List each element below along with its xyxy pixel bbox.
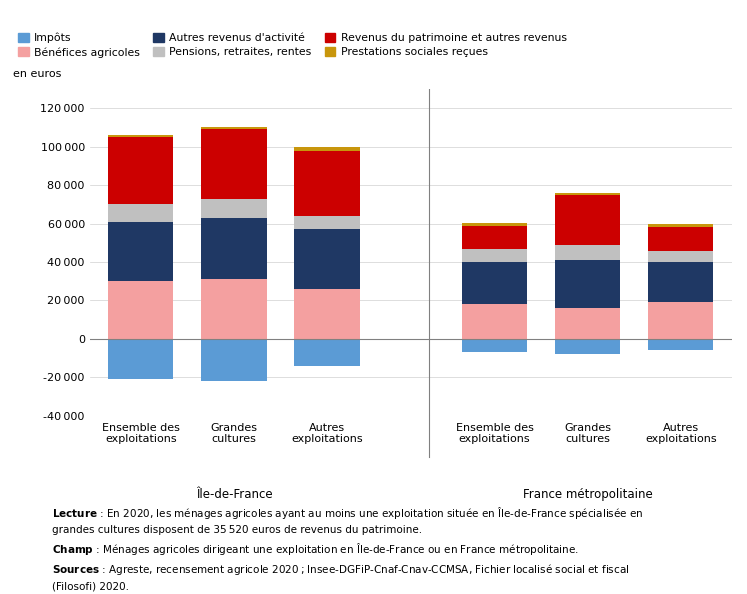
Bar: [202, 279, 267, 339]
Text: en euros: en euros: [13, 69, 61, 79]
Bar: [555, 193, 620, 195]
Bar: [294, 151, 359, 216]
Bar: [108, 339, 173, 380]
Bar: [462, 339, 527, 352]
Bar: [648, 302, 713, 339]
Bar: [462, 223, 527, 226]
Text: France métropolitaine: France métropolitaine: [523, 488, 653, 501]
Bar: [555, 245, 620, 260]
Bar: [648, 262, 713, 302]
Bar: [108, 137, 173, 204]
Bar: [462, 249, 527, 262]
Bar: [555, 308, 620, 339]
Bar: [648, 339, 713, 350]
Text: Île-de-France: Île-de-France: [196, 488, 272, 501]
Bar: [462, 262, 527, 304]
Bar: [648, 228, 713, 251]
Bar: [108, 204, 173, 222]
Bar: [294, 229, 359, 289]
Bar: [202, 127, 267, 129]
Bar: [462, 304, 527, 339]
Bar: [108, 135, 173, 137]
Bar: [108, 222, 173, 282]
Legend: Impôts, Bénéfices agricoles, Autres revenus d'activité, Pensions, retraites, ren: Impôts, Bénéfices agricoles, Autres reve…: [18, 33, 567, 58]
Bar: [555, 260, 620, 308]
Bar: [648, 251, 713, 262]
Bar: [294, 216, 359, 229]
Bar: [202, 218, 267, 279]
Bar: [202, 198, 267, 218]
Text: $\bf{Lecture}$ : En 2020, les ménages agricoles ayant au moins une exploitation : $\bf{Lecture}$ : En 2020, les ménages ag…: [52, 504, 644, 591]
Bar: [555, 339, 620, 354]
Bar: [294, 147, 359, 151]
Bar: [294, 339, 359, 366]
Bar: [202, 129, 267, 198]
Bar: [202, 339, 267, 381]
Bar: [648, 223, 713, 228]
Bar: [294, 289, 359, 339]
Bar: [555, 195, 620, 245]
Bar: [108, 282, 173, 339]
Bar: [462, 226, 527, 249]
